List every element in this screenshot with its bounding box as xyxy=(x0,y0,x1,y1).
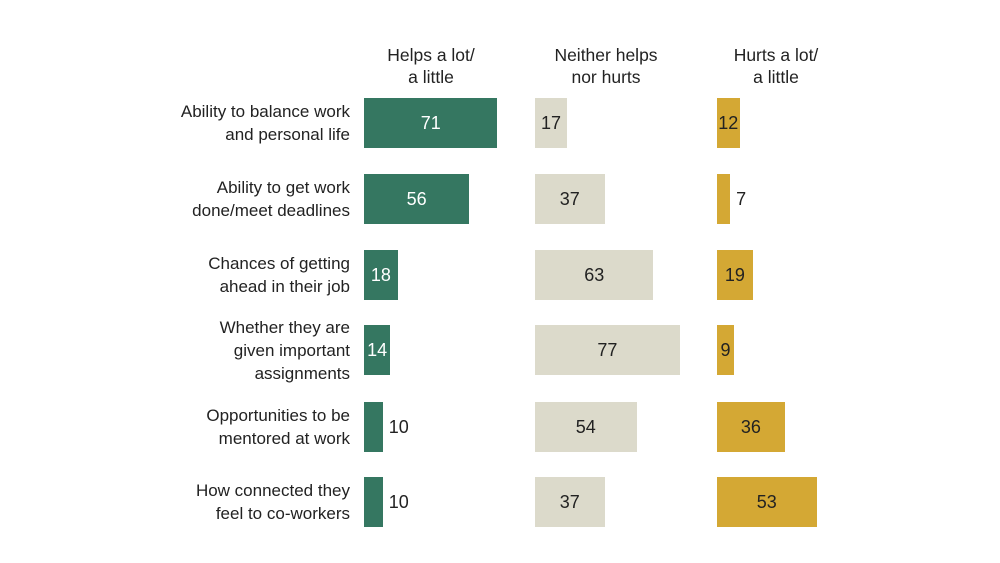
bar xyxy=(535,402,637,452)
bar xyxy=(535,174,605,224)
data-label: 54 xyxy=(575,417,596,437)
data-label: 10 xyxy=(388,417,409,437)
bar xyxy=(364,250,398,300)
column-header: Hurts a lot/ a little xyxy=(733,45,819,87)
row-label: Chances of getting ahead in their job xyxy=(208,254,350,296)
data-label: 12 xyxy=(718,113,739,133)
row-label: How connected they feel to co-workers xyxy=(195,481,350,523)
row-label: Ability to get work done/meet deadlines xyxy=(192,178,350,220)
data-label: 19 xyxy=(724,265,745,285)
column-header: Helps a lot/ a little xyxy=(387,45,475,87)
data-label: 37 xyxy=(559,189,580,209)
data-label: 14 xyxy=(367,340,388,360)
data-label: 17 xyxy=(540,113,561,133)
data-label: 71 xyxy=(420,113,441,133)
data-label: 36 xyxy=(740,417,761,437)
bar xyxy=(364,325,391,375)
data-label: 18 xyxy=(370,265,391,285)
row-label: Ability to balance work and personal lif… xyxy=(180,102,350,144)
bar xyxy=(717,477,817,527)
data-label: 53 xyxy=(756,492,777,512)
bar xyxy=(717,174,731,224)
bar xyxy=(535,98,567,148)
bar xyxy=(717,98,740,148)
bar xyxy=(535,325,680,375)
data-label: 63 xyxy=(584,265,605,285)
data-label: 10 xyxy=(388,492,409,512)
bar xyxy=(364,174,470,224)
bar xyxy=(717,402,785,452)
bar xyxy=(364,402,383,452)
data-label: 9 xyxy=(720,340,731,360)
bar xyxy=(717,250,753,300)
bar xyxy=(535,477,605,527)
data-label: 77 xyxy=(597,340,618,360)
bar xyxy=(364,98,498,148)
row-label: Opportunities to be mentored at work xyxy=(206,406,350,448)
data-label: 37 xyxy=(559,492,580,512)
data-label: 56 xyxy=(406,189,427,209)
bar xyxy=(717,325,734,375)
data-label: 7 xyxy=(736,189,747,209)
row-label: Whether they are given important assignm… xyxy=(219,317,350,383)
bar xyxy=(535,250,654,300)
column-header: Neither helps nor hurts xyxy=(554,45,658,87)
bar xyxy=(364,477,383,527)
